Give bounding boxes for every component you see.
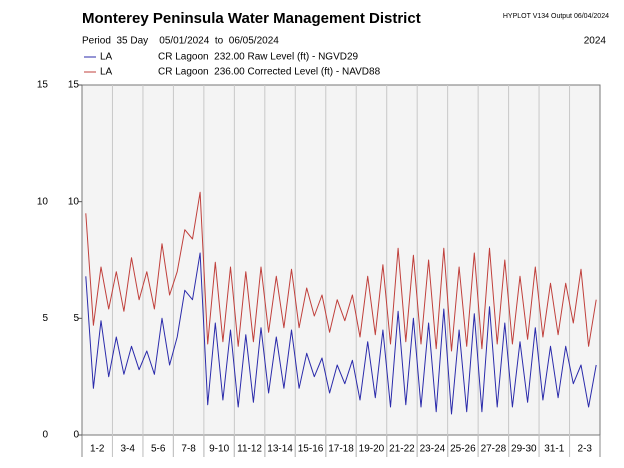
x-tick-label: 23-24: [420, 444, 446, 455]
program-info: HYPLOT V134 Output 06/04/2024: [503, 13, 609, 20]
legend-label: CR Lagoon 236.00 Corrected Level (ft) - …: [158, 67, 381, 78]
x-tick-label: 25-26: [450, 444, 476, 455]
x-tick-label: 3-4: [120, 444, 135, 455]
x-tick-label: 13-14: [267, 444, 293, 455]
x-tick-label: 5-6: [151, 444, 166, 455]
series-line: [85, 252, 597, 415]
x-tick-label: 19-20: [359, 444, 385, 455]
x-tick-label: 31-1: [544, 444, 564, 455]
plot-area: [81, 84, 601, 436]
legend-site: LA: [100, 52, 113, 63]
y2-tick-label: 5: [73, 313, 79, 324]
period: Period 35 Day 05/01/2024 to 06/05/2024: [82, 36, 279, 47]
y-tick-label: 5: [42, 313, 48, 324]
x-tick-label: 27-28: [481, 444, 507, 455]
series-line: [85, 191, 597, 352]
x-tick-label: 15-16: [298, 444, 324, 455]
y2-tick-label: 0: [73, 430, 79, 441]
y2-tick-label: 15: [68, 80, 80, 91]
x-tick-label: 1-2: [90, 444, 105, 455]
legend-site: LA: [100, 67, 113, 78]
x-tick-label: 7-8: [181, 444, 196, 455]
x-tick-label: 17-18: [328, 444, 354, 455]
chart-title: Monterey Peninsula Water Management Dist…: [82, 10, 421, 27]
year: 2024: [584, 36, 607, 47]
x-tick-label: 9-10: [209, 444, 229, 455]
x-tick-label: 11-12: [237, 444, 262, 455]
x-tick-label: 21-22: [389, 444, 415, 455]
x-tick-label: 29-30: [511, 444, 537, 455]
y2-tick-label: 10: [68, 196, 80, 207]
legend-label: CR Lagoon 232.00 Raw Level (ft) - NGVD29: [158, 52, 359, 63]
x-tick-label: 2-3: [578, 444, 593, 455]
y-tick-label: 0: [42, 430, 48, 441]
y-tick-label: 15: [37, 80, 49, 91]
y-tick-label: 10: [37, 196, 49, 207]
